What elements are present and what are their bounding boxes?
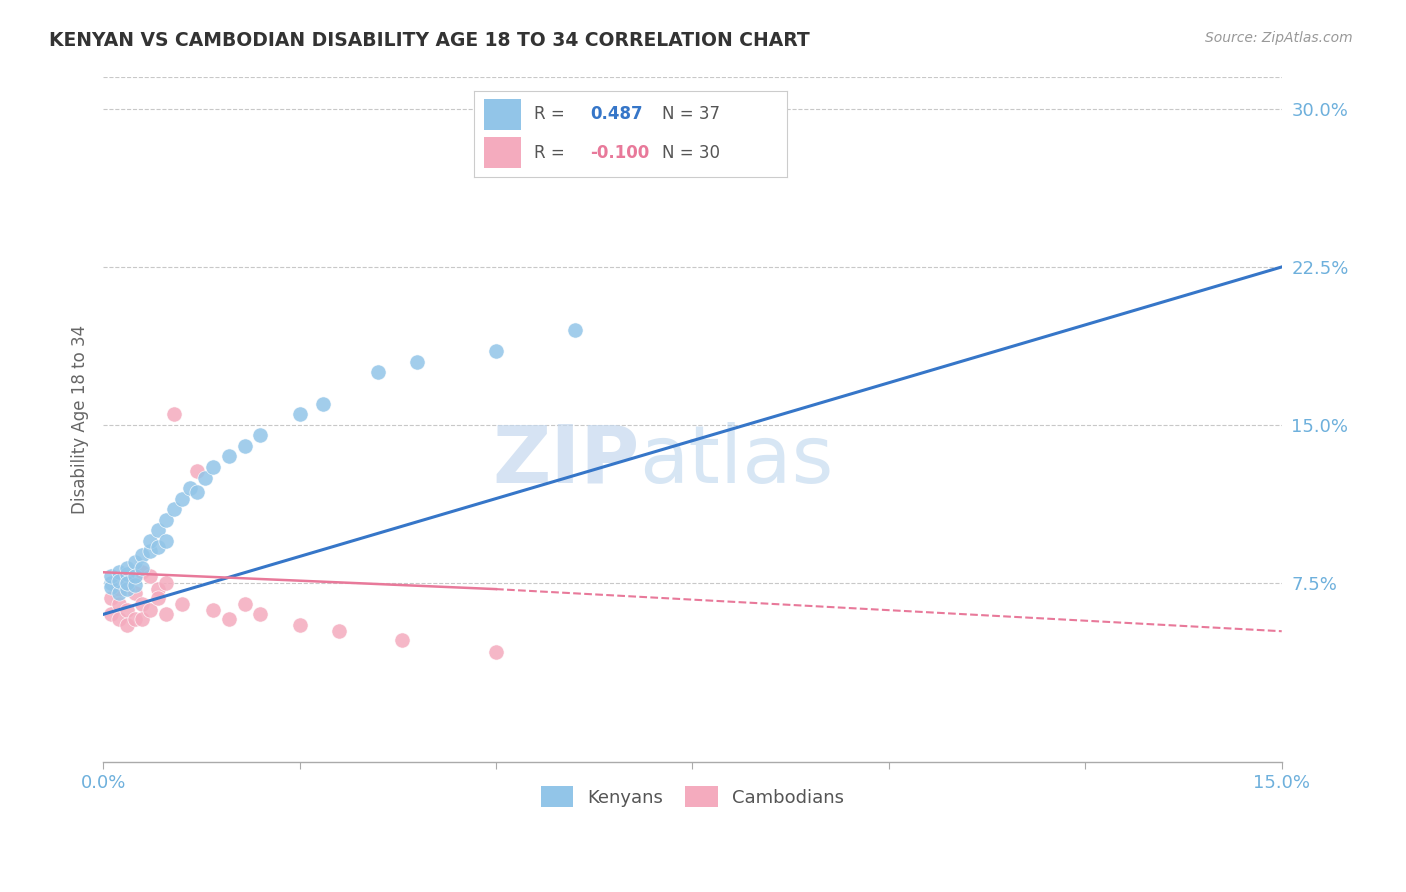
Point bbox=[233, 439, 256, 453]
Point bbox=[100, 569, 122, 583]
Point bbox=[406, 354, 429, 368]
Point bbox=[681, 112, 703, 127]
Point bbox=[155, 533, 177, 548]
Point bbox=[155, 607, 177, 622]
Point bbox=[108, 582, 131, 596]
Point bbox=[146, 582, 169, 596]
Point bbox=[124, 586, 146, 600]
Point bbox=[155, 575, 177, 590]
Point bbox=[115, 567, 138, 582]
Point bbox=[100, 607, 122, 622]
Point bbox=[249, 607, 271, 622]
Point bbox=[186, 485, 208, 500]
Point bbox=[131, 566, 153, 580]
Point bbox=[124, 569, 146, 583]
Point bbox=[218, 611, 240, 625]
Point bbox=[163, 502, 186, 516]
Point bbox=[100, 580, 122, 594]
Point bbox=[146, 523, 169, 537]
Text: KENYAN VS CAMBODIAN DISABILITY AGE 18 TO 34 CORRELATION CHART: KENYAN VS CAMBODIAN DISABILITY AGE 18 TO… bbox=[49, 31, 810, 50]
Legend: Kenyans, Cambodians: Kenyans, Cambodians bbox=[533, 779, 852, 814]
Point bbox=[179, 481, 201, 495]
Point bbox=[163, 408, 186, 422]
Point bbox=[100, 575, 122, 590]
Point bbox=[146, 591, 169, 605]
Point bbox=[108, 586, 131, 600]
Point bbox=[146, 540, 169, 554]
Point bbox=[131, 561, 153, 575]
Point bbox=[249, 428, 271, 442]
Point bbox=[115, 575, 138, 590]
Point bbox=[312, 397, 335, 411]
Point bbox=[131, 611, 153, 625]
Point bbox=[485, 344, 508, 359]
Point bbox=[485, 645, 508, 659]
Text: ZIP: ZIP bbox=[492, 422, 640, 500]
Point bbox=[108, 574, 131, 588]
Point bbox=[115, 561, 138, 575]
Point bbox=[218, 450, 240, 464]
Point bbox=[100, 591, 122, 605]
Point bbox=[139, 603, 162, 617]
Point bbox=[233, 597, 256, 611]
Point bbox=[194, 470, 217, 484]
Point bbox=[391, 632, 413, 647]
Point bbox=[131, 549, 153, 563]
Point bbox=[131, 597, 153, 611]
Point bbox=[202, 460, 225, 475]
Point bbox=[186, 464, 208, 478]
Point bbox=[108, 597, 131, 611]
Point bbox=[108, 611, 131, 625]
Point bbox=[108, 566, 131, 580]
Point bbox=[367, 365, 389, 379]
Point bbox=[115, 618, 138, 632]
Point bbox=[288, 618, 311, 632]
Point bbox=[564, 323, 586, 337]
Point bbox=[170, 491, 193, 506]
Point bbox=[139, 533, 162, 548]
Point bbox=[170, 597, 193, 611]
Point bbox=[115, 582, 138, 596]
Point bbox=[115, 575, 138, 590]
Point bbox=[124, 555, 146, 569]
Point bbox=[155, 513, 177, 527]
Point bbox=[115, 603, 138, 617]
Point bbox=[139, 544, 162, 558]
Point bbox=[124, 578, 146, 592]
Point bbox=[288, 408, 311, 422]
Text: Source: ZipAtlas.com: Source: ZipAtlas.com bbox=[1205, 31, 1353, 45]
Point bbox=[124, 611, 146, 625]
Point bbox=[139, 569, 162, 583]
Y-axis label: Disability Age 18 to 34: Disability Age 18 to 34 bbox=[72, 325, 89, 514]
Point bbox=[202, 603, 225, 617]
Text: atlas: atlas bbox=[640, 422, 834, 500]
Point bbox=[328, 624, 350, 639]
